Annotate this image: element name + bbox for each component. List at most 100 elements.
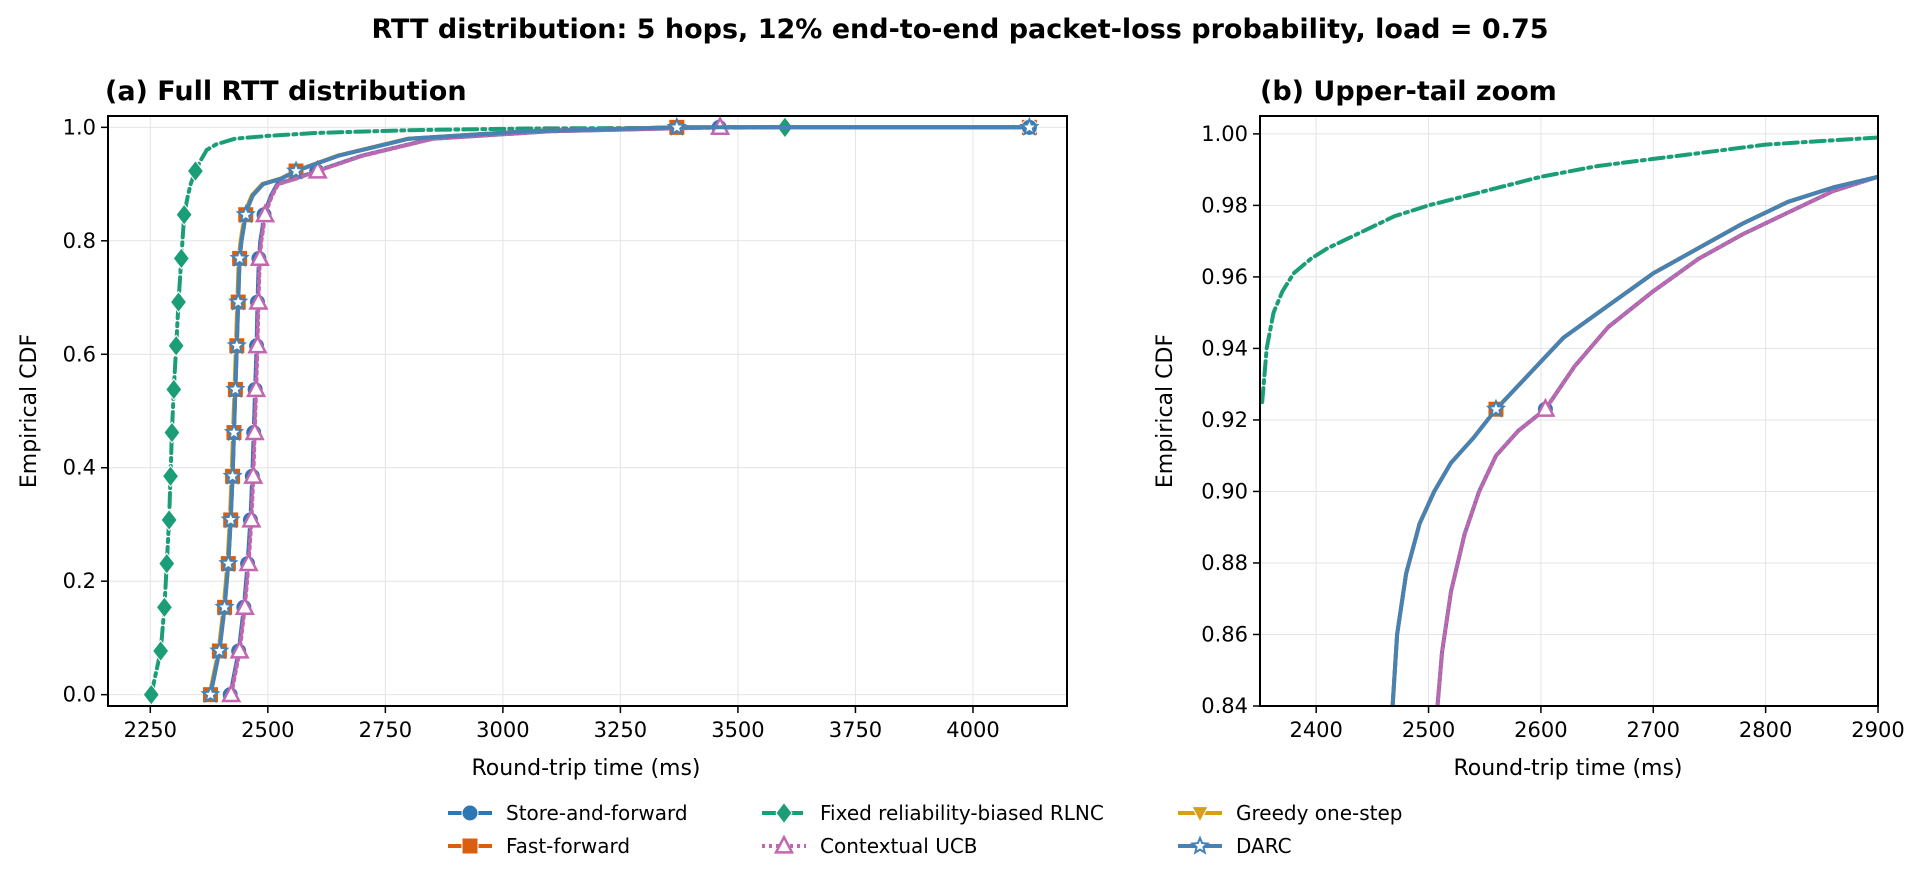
data-point-contextual-ucb [246,377,267,398]
data-point-fixed-reliability-biased-rlnc [169,290,188,314]
data-point-contextual-ucb [254,203,276,223]
data-point-contextual-ucb [234,595,255,615]
data-point-contextual-ucb [1535,397,1556,417]
data-point-darc [223,421,245,442]
y-tick-label: 0.90 [1201,479,1248,503]
data-point-darc [220,509,241,529]
panel-b-title: (b) Upper-tail zoom [1260,76,1557,107]
y-tick-label: 0.88 [1201,551,1248,575]
series-line-darc [1390,174,1878,706]
legend-label: Contextual UCB [820,834,978,858]
figure-suptitle: RTT distribution: 5 hops, 12% end-to-end… [371,14,1548,45]
data-point-darc [666,116,687,136]
series-line-contextual-ucb [1435,174,1878,706]
data-point-darc [235,204,256,224]
series-markers-contextual-ucb [221,116,731,703]
y-tick-label: 0.92 [1201,408,1248,432]
y-tick-label: 0.94 [1201,336,1248,360]
legend-label: Fixed reliability-biased RLNC [820,801,1104,825]
series-line-fast-forward [1390,174,1878,706]
x-tick-label: 2400 [1289,718,1342,742]
data-point-darc [226,335,247,355]
data-point-fixed-reliability-biased-rlnc [152,639,170,663]
data-point-contextual-ucb [249,246,270,267]
series-markers-store-and-forward [221,118,1038,704]
x-tick-label: 4000 [946,718,999,742]
data-point-fixed-reliability-biased-rlnc [163,421,181,444]
legend-label: Fast-forward [506,834,630,858]
data-point-darc [228,291,249,311]
panel-b-xlabel: Round-trip time (ms) [1453,756,1682,781]
panel-a-grid [108,116,1067,706]
y-tick-label: 1.0 [63,115,96,139]
x-tick-label: 2250 [124,718,177,742]
legend-label: Greedy one-step [1236,801,1402,825]
legend-marker [1191,806,1209,823]
legend-item-fast-forward: Fast-forward [448,834,630,858]
data-point-fixed-reliability-biased-rlnc [142,683,160,706]
y-tick-label: 0.0 [63,683,96,707]
series-line-greedy-one-step [1390,174,1878,706]
data-point-darc [209,640,230,660]
panel-a-frame [107,115,1068,707]
data-point-contextual-ucb [238,552,259,572]
legend-marker [461,804,479,822]
data-point-darc [214,596,235,616]
panel-a-ylabel: Empirical CDF [17,334,42,488]
series-markers-darc [1485,398,1507,418]
legend-marker [773,834,795,854]
data-point-fixed-reliability-biased-rlnc [158,552,176,575]
legend-marker [775,801,793,825]
x-tick-label: 3750 [829,718,882,742]
data-point-fixed-reliability-biased-rlnc [165,378,183,401]
legend-item-darc: DARC [1178,834,1292,858]
series-line-fixed-reliability-biased-rlnc [1260,135,1878,405]
panel-b-ylabel: Empirical CDF [1153,334,1178,488]
y-tick-label: 1.00 [1201,122,1248,146]
data-point-fixed-reliability-biased-rlnc [186,159,205,183]
data-point-contextual-ucb [248,290,269,310]
data-point-darc [222,465,243,485]
data-point-contextual-ucb [221,683,242,703]
x-tick-label: 2500 [1402,718,1455,742]
series-line-greedy-one-step [207,125,678,697]
panel-a-title: (a) Full RTT distribution [105,76,467,107]
panel-b: (b) Upper-tail zoom Round-trip time (ms)… [1153,76,1905,781]
data-point-darc [218,553,239,573]
series-markers-contextual-ucb [1535,397,1556,417]
x-tick-label: 3250 [594,718,647,742]
data-point-darc [1019,116,1040,136]
y-tick-label: 0.84 [1201,694,1248,718]
legend-label: Store-and-forward [506,801,688,825]
legend-item-fixed-reliability-biased-rlnc: Fixed reliability-biased RLNC [762,801,1104,825]
data-point-darc [229,247,250,267]
data-point-darc [285,160,307,180]
series-markers-darc [200,116,1040,704]
series-line-darc [208,125,1032,697]
y-tick-label: 0.4 [63,456,96,480]
x-tick-label: 2500 [241,718,294,742]
panel-a-xlabel: Round-trip time (ms) [471,756,700,781]
panel-a: (a) Full RTT distribution Round-trip tim… [17,76,1068,781]
data-point-darc [200,684,221,704]
data-point-contextual-ucb [307,159,328,179]
data-point-contextual-ucb [247,334,268,354]
x-tick-label: 2900 [1851,718,1904,742]
data-point-contextual-ucb [244,421,265,441]
series-markers-greedy-one-step [200,120,685,705]
y-tick-label: 0.2 [63,569,96,593]
y-tick-label: 0.86 [1201,622,1248,646]
data-point-fixed-reliability-biased-rlnc [172,247,190,270]
x-tick-label: 2600 [1514,718,1567,742]
y-tick-label: 0.6 [63,342,96,366]
panel-b-frame [1259,115,1879,707]
panel-b-series [1260,135,1878,706]
data-point-darc [1485,398,1507,418]
data-point-fixed-reliability-biased-rlnc [167,334,185,357]
data-point-contextual-ucb [229,639,250,659]
data-point-contextual-ucb [241,508,262,528]
data-point-fixed-reliability-biased-rlnc [175,203,193,226]
legend-item-store-and-forward: Store-and-forward [448,801,688,825]
y-tick-label: 0.8 [63,229,96,253]
